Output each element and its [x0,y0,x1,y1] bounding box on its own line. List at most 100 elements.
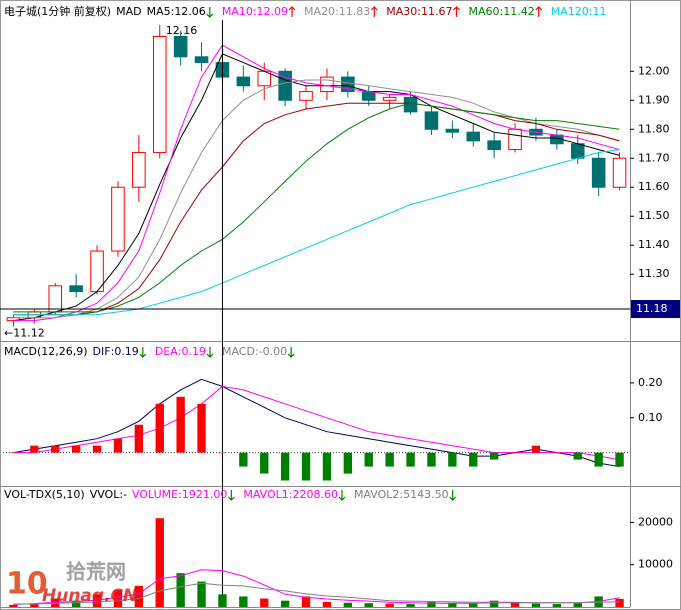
y-tick-label: 10000 [638,558,673,571]
legend-separator: : [589,5,593,18]
legend-name: VOLUME [132,488,178,501]
trend-arrow [139,347,147,358]
bar [489,600,499,607]
bar [531,445,541,453]
legend-name: MA20 [304,5,335,18]
candle-body [194,56,209,64]
trend-arrow [535,6,543,17]
trend-arrow [227,490,235,501]
line-series [13,102,620,313]
legend-value: 11.42 [503,5,535,18]
status-name: VVOL [90,488,121,501]
bar [301,452,311,481]
legend-separator: : [111,345,115,358]
candle-body [173,35,188,58]
candle-body [591,157,606,188]
legend-name: MA30 [386,5,417,18]
line-series [13,44,620,322]
candle-body [152,35,167,153]
legend-name: DIF [93,345,111,358]
bar [448,603,457,607]
y-tick-label: 11.60 [638,180,670,193]
watermark-logo: 10 [6,567,48,602]
y-tick-label: 11.70 [638,151,670,164]
candle-body [48,285,63,313]
bar [71,600,81,607]
legend-separator: : [178,488,182,501]
legend-value: 11.83 [339,5,371,18]
candle-body [466,131,481,142]
bar [406,452,415,467]
bar [448,452,457,467]
candle-body [424,111,439,130]
chart-title: 电子城(1分钟 前复权) [4,4,111,18]
legend-value: 5143.50 [403,488,449,501]
y-tick-label: 0.10 [638,411,663,424]
y-tick-label: 11.30 [638,267,670,280]
bar [9,604,18,607]
candle-body [445,128,460,133]
bar [280,452,290,481]
bar [510,602,520,607]
legend-value: 11.67 [421,5,453,18]
trend-arrow [453,6,460,17]
bar [155,403,164,453]
candle-body [111,186,125,252]
bar [427,601,436,607]
legend-separator: : [399,488,403,501]
watermark-site: 拾荒网 [66,560,126,584]
trend-arrow [338,490,346,501]
candle-body [508,128,522,151]
indicator-name: MAD [116,5,142,18]
crosshair-label-box [631,300,680,319]
bar [260,598,269,607]
legend-separator: : [255,345,259,358]
watermark-domain: Hunag.CN [42,586,137,606]
candle-body [570,143,585,159]
bar [9,452,18,454]
candle-body [320,76,334,93]
trend-arrow [206,7,214,18]
bar [343,602,353,607]
bar [239,452,248,467]
bar [594,452,603,467]
legend-name: MAVOL2 [354,488,399,501]
bar [573,603,582,607]
line-series [13,102,620,316]
candle-body [236,76,251,87]
legend-name: MA10 [222,5,253,18]
bar [322,601,332,607]
annotation: ←11.12 [4,326,45,339]
trend-arrow [206,347,214,358]
line-series [13,378,620,468]
bar [218,594,227,607]
bar [30,603,39,607]
legend-value: 11 [592,5,606,18]
bar [322,452,332,481]
bar [113,438,123,453]
bar [30,445,39,453]
legend-name: MACD [222,345,255,358]
indicator-name: MACD(12,26,9) [4,345,88,358]
candle-body [382,96,397,101]
legend-value: 0.19 [181,345,206,358]
indicator-name: VOL-TDX(5,10) [4,488,85,501]
y-tick-label: 11.40 [638,238,670,251]
legend-value: 12.09 [257,5,289,18]
bar [510,452,520,454]
legend-name: MAVOL1 [243,488,288,501]
crosshair-label: 11.18 [636,302,668,315]
bar [615,598,624,607]
legend-separator: : [289,488,293,501]
candle-body [299,91,313,101]
y-tick-label: 11.90 [638,93,670,106]
legend-value: 1921.00 [182,488,228,501]
bar [176,396,185,453]
legend-value: 0.19 [114,345,139,358]
legend-separator: : [500,5,504,18]
y-tick-label: 11.80 [638,122,670,135]
bar [385,603,394,607]
bar [385,452,394,467]
legend-value: 2208.60 [292,488,338,501]
